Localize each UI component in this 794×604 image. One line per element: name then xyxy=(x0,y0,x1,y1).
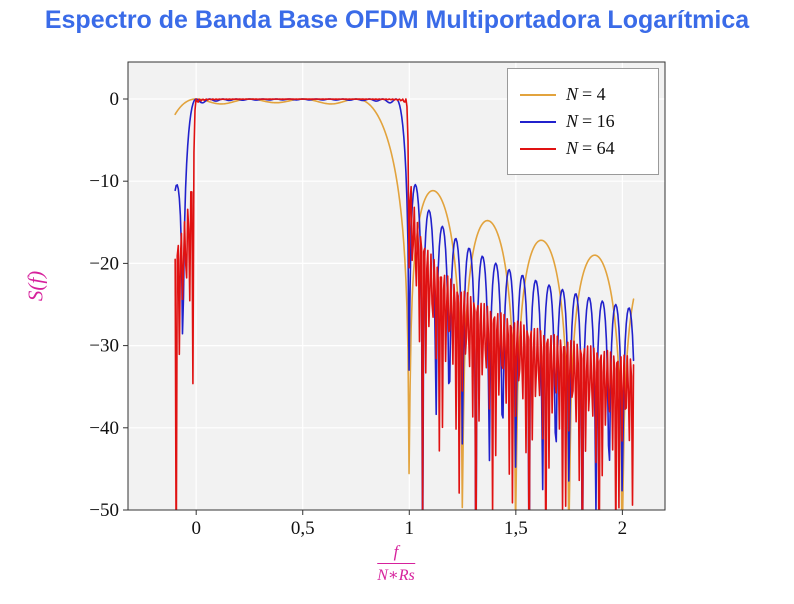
series-group xyxy=(174,98,635,510)
y-tick-label: −40 xyxy=(89,418,119,439)
legend-label-value: = 64 xyxy=(582,138,615,158)
legend-label-var: N xyxy=(566,138,579,158)
plot-border xyxy=(127,61,666,511)
y-tick-label: −10 xyxy=(89,171,119,192)
legend-label-var: N xyxy=(566,84,579,104)
legend-item-n64: N = 64 xyxy=(520,138,646,159)
legend-label-value: = 4 xyxy=(582,84,606,104)
legend-label-value: = 16 xyxy=(582,111,615,131)
x-axis-label: f N∗Rs xyxy=(377,542,415,585)
legend: N = 4 N = 16 N = 64 xyxy=(507,68,659,175)
y-tick-label: −30 xyxy=(89,336,119,357)
legend-label-var: N xyxy=(566,111,579,131)
x-axis-label-numerator: f xyxy=(377,542,415,564)
legend-line-sample-n4 xyxy=(520,93,556,96)
legend-line-sample-n16 xyxy=(520,120,556,123)
x-axis-label-denominator: N∗Rs xyxy=(377,567,415,584)
x-tick-label: 0 xyxy=(191,518,201,539)
legend-label-n4: N = 4 xyxy=(566,84,606,105)
legend-line-sample-n64 xyxy=(520,147,556,150)
y-tick-label: −50 xyxy=(89,500,119,521)
y-axis-label: S(f) xyxy=(23,270,48,302)
x-tick-label: 1 xyxy=(405,518,415,539)
x-tick-label: 1,5 xyxy=(504,518,528,539)
chart-title: Espectro de Banda Base OFDM Multiportado… xyxy=(44,6,750,34)
x-tick-label: 2 xyxy=(618,518,628,539)
x-tick-label: 0,5 xyxy=(291,518,315,539)
legend-label-n64: N = 64 xyxy=(566,138,615,159)
legend-label-n16: N = 16 xyxy=(566,111,615,132)
legend-item-n4: N = 4 xyxy=(520,84,646,105)
series-line-n64 xyxy=(174,98,635,510)
y-tick-label: 0 xyxy=(110,89,120,110)
legend-item-n16: N = 16 xyxy=(520,111,646,132)
y-tick-label: −20 xyxy=(89,253,119,274)
